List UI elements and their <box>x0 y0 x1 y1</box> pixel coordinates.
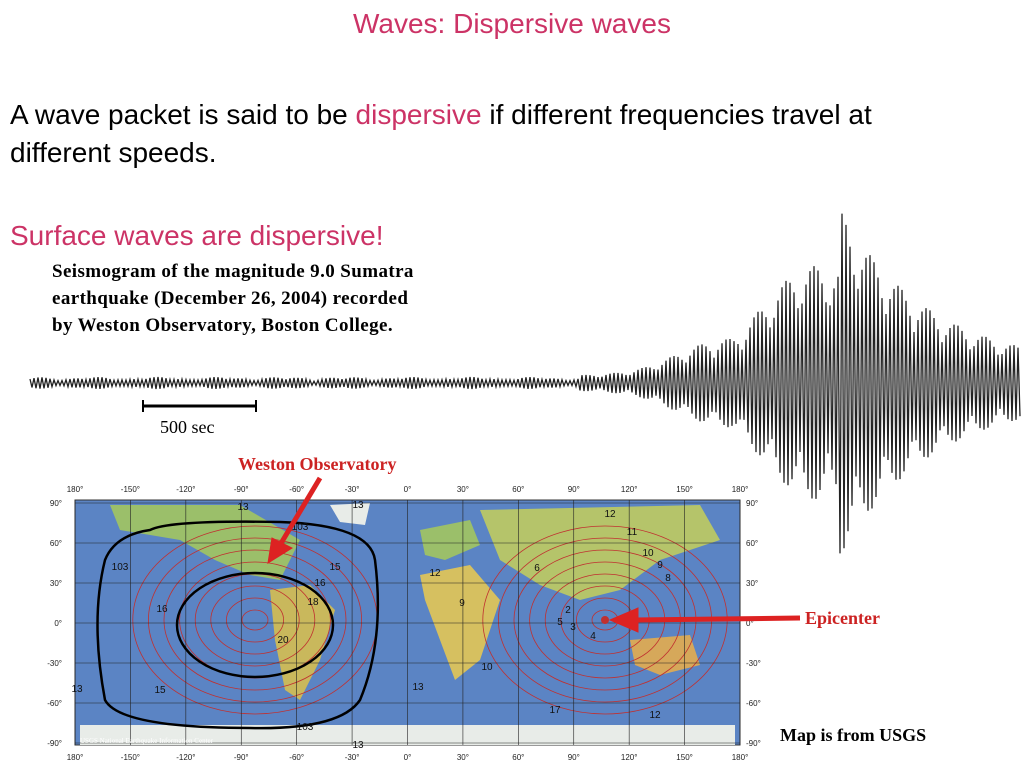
observatory-label: Weston Observatory <box>238 454 396 474</box>
contour-label: 11 <box>627 527 638 538</box>
lat-label: 0° <box>746 619 754 628</box>
contour-label: 9 <box>657 560 663 571</box>
seismogram-trace <box>29 213 1021 554</box>
lon-label: 90° <box>568 485 580 494</box>
contour-label: 10 <box>481 662 493 673</box>
lat-label: 90° <box>50 499 62 508</box>
lon-label: 150° <box>676 753 693 762</box>
body-highlight: dispersive <box>355 99 482 130</box>
contour-label: 15 <box>154 685 166 696</box>
contour-label: 9 <box>459 598 465 609</box>
lon-label: 30° <box>457 485 469 494</box>
lon-label: -60° <box>289 753 304 762</box>
contour-label: 13 <box>352 500 364 511</box>
lon-label: 120° <box>621 753 638 762</box>
body-after: if different frequencies travel at diffe… <box>10 99 872 168</box>
lat-label: 0° <box>54 619 62 628</box>
lat-label: 60° <box>50 539 62 548</box>
lon-label: 60° <box>512 485 524 494</box>
contour <box>225 597 284 643</box>
contour-label: 5 <box>557 617 563 628</box>
contour-label: 12 <box>429 568 441 579</box>
lat-label: -60° <box>47 699 62 708</box>
map-credit: USGS National Earthquake Information Cen… <box>80 737 214 745</box>
lon-label: 0° <box>404 485 412 494</box>
contour-label: 12 <box>649 710 661 721</box>
caption-line: Seismogram of the magnitude 9.0 Sumatra <box>52 261 414 282</box>
lon-label: -120° <box>176 753 195 762</box>
contour-label: 13 <box>412 682 424 693</box>
contour-label: 17 <box>549 705 561 716</box>
lon-label: 180° <box>67 753 84 762</box>
lat-label: -60° <box>746 699 761 708</box>
lat-label: 30° <box>50 579 62 588</box>
lon-label: 60° <box>512 753 524 762</box>
caption-line: by Weston Observatory, Boston College. <box>52 315 393 336</box>
contour-label: 3 <box>570 622 576 633</box>
lon-label: 90° <box>568 753 580 762</box>
lat-label: -90° <box>746 739 761 748</box>
lat-label: -30° <box>47 659 62 668</box>
contour <box>210 585 300 655</box>
lat-label: -30° <box>746 659 761 668</box>
lon-label: -30° <box>345 485 360 494</box>
contour-label: 103 <box>297 722 314 733</box>
contour-label: 8 <box>665 573 671 584</box>
contour-label: 15 <box>329 562 341 573</box>
lon-label: 150° <box>676 485 693 494</box>
contour-label: 12 <box>604 509 616 520</box>
world-map: 180°180°-150°-150°-120°-120°-90°-90°-60°… <box>47 485 761 762</box>
lat-label: 30° <box>746 579 758 588</box>
contour-label: 2 <box>565 605 571 616</box>
contour <box>147 537 362 703</box>
lon-label: 180° <box>732 753 749 762</box>
lon-label: -120° <box>176 485 195 494</box>
lat-label: -90° <box>47 739 62 748</box>
contour-label: 16 <box>314 578 326 589</box>
lon-label: -90° <box>234 753 249 762</box>
contour-label: 10 <box>642 548 654 559</box>
slide-title: Waves: Dispersive waves <box>353 8 671 39</box>
contour-label: 16 <box>156 604 168 615</box>
contour-label: 20 <box>277 635 289 646</box>
arrows <box>267 476 801 633</box>
scale-label: 500 sec <box>160 417 214 437</box>
lon-label: 180° <box>732 485 749 494</box>
body-text: A wave packet is said to be dispersive i… <box>10 96 960 172</box>
lon-label: 30° <box>457 753 469 762</box>
lon-label: 0° <box>404 753 412 762</box>
contour-label: 13 <box>71 684 83 695</box>
contour-label: 4 <box>590 631 596 642</box>
contour-label: 13 <box>237 502 249 513</box>
epicenter-label: Epicenter <box>805 608 880 628</box>
contour-label: 18 <box>307 597 319 608</box>
lon-label: 180° <box>67 485 84 494</box>
contour-label: 103 <box>112 562 129 573</box>
lat-label: 90° <box>746 499 758 508</box>
caption-line: earthquake (December 26, 2004) recorded <box>52 288 408 309</box>
emphasis-text: Surface waves are dispersive! <box>10 220 384 251</box>
contour <box>163 549 347 691</box>
contour-label: 6 <box>534 563 540 574</box>
lon-label: -150° <box>121 753 140 762</box>
contour <box>241 609 269 631</box>
body-before: A wave packet is said to be <box>10 99 356 130</box>
lon-label: -60° <box>289 485 304 494</box>
lon-label: -90° <box>234 485 249 494</box>
lon-label: 120° <box>621 485 638 494</box>
lon-label: -150° <box>121 485 140 494</box>
lon-label: -30° <box>345 753 360 762</box>
contour-label: 13 <box>352 740 364 751</box>
lat-label: 60° <box>746 539 758 548</box>
contour-label: 103 <box>292 522 309 533</box>
source-label: Map is from USGS <box>780 725 926 745</box>
scale-bar <box>142 400 257 412</box>
